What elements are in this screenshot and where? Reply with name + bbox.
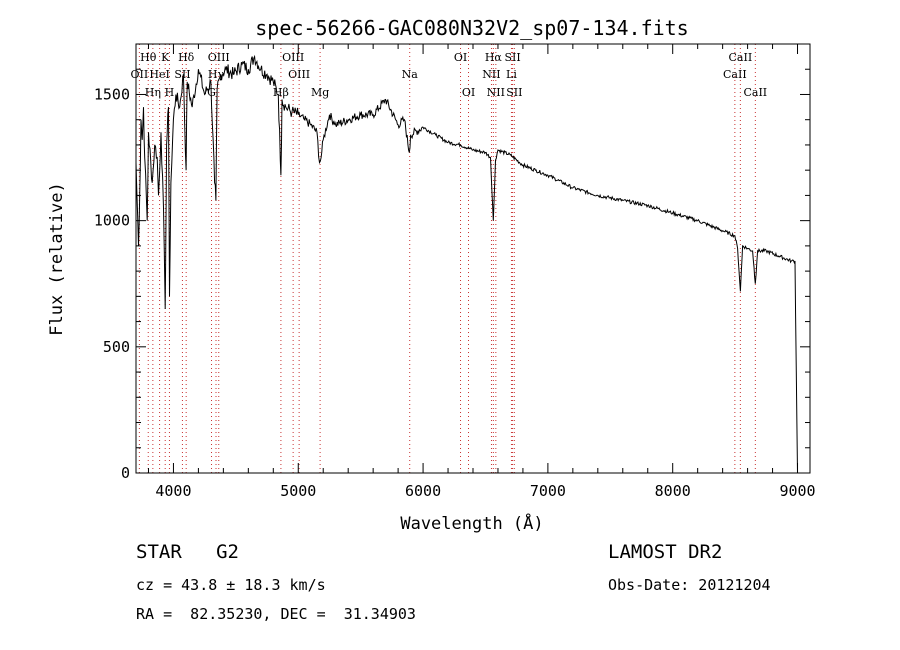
line-label-H: H	[165, 86, 175, 99]
line-label-Hγ: Hγ	[208, 68, 225, 81]
line-label-Mg: Mg	[311, 86, 329, 99]
line-label-Li: Li	[506, 68, 517, 81]
line-label-CaII: CaII	[723, 68, 747, 81]
line-label-CaII: CaII	[743, 86, 767, 99]
redshift-velocity: cz = 43.8 ± 18.3 km/s	[136, 576, 326, 594]
x-tick-label: 6000	[405, 482, 441, 500]
x-tick-label: 7000	[530, 482, 566, 500]
x-tick-label: 4000	[155, 482, 191, 500]
x-tick-label: 5000	[280, 482, 316, 500]
line-label-NII: NII	[487, 86, 505, 99]
sky-coordinates: RA = 82.35230, DEC = 31.34903	[136, 605, 416, 623]
chart-title: spec-56266-GAC080N32V2_sp07-134.fits	[255, 16, 688, 40]
line-label-SII: SII	[504, 51, 520, 64]
line-label-G: G	[207, 86, 216, 99]
line-label-NII: NII	[482, 68, 500, 81]
line-label-K: K	[161, 51, 170, 64]
y-tick-label: 1000	[94, 212, 130, 230]
y-axis-label: Flux (relative)	[47, 182, 67, 336]
line-label-Hβ: Hβ	[273, 86, 289, 99]
line-label-OIII: OIII	[288, 68, 310, 81]
line-label-OI: OI	[454, 51, 467, 64]
y-tick-label: 500	[103, 338, 130, 356]
line-label-SII: SII	[506, 86, 522, 99]
emission-line-markers	[138, 44, 756, 473]
line-label-HeI: HeI	[149, 68, 169, 81]
line-label-OII: OII	[131, 68, 149, 81]
line-label-Hθ: Hθ	[140, 51, 157, 64]
y-tick-label: 0	[121, 464, 130, 482]
y-tick-label: 1500	[94, 85, 130, 103]
axis-ticks: 4000 5000 6000 7000 8000 9000 0 500 1000 1500	[94, 43, 816, 500]
line-label-OI: OI	[462, 86, 475, 99]
line-label-OIII: OIII	[208, 51, 230, 64]
plot-frame	[135, 43, 811, 474]
line-label-SII: SII	[174, 68, 190, 81]
x-tick-label: 8000	[655, 482, 691, 500]
line-label-OIII: OIII	[282, 51, 304, 64]
line-label-Na: Na	[402, 68, 419, 81]
object-class: STAR G2	[136, 541, 239, 563]
line-label-Hα: Hα	[485, 51, 503, 64]
line-label-CaII: CaII	[729, 51, 753, 64]
spectrum-series-line	[135, 54, 798, 474]
line-label-Hδ: Hδ	[178, 51, 195, 64]
x-axis-label: Wavelength (Å)	[400, 512, 543, 534]
x-tick-label: 9000	[779, 482, 815, 500]
line-label-Hη: Hη	[145, 86, 161, 99]
data-release: LAMOST DR2	[608, 541, 723, 563]
observation-date: Obs-Date: 20121204	[608, 576, 771, 594]
